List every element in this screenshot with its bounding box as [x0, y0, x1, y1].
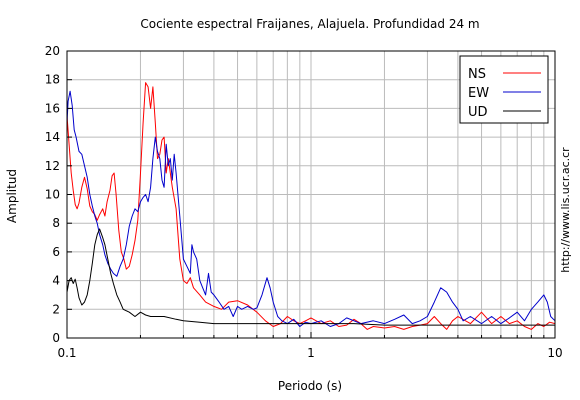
legend-label-ew: EW	[468, 86, 489, 101]
series-lines	[66, 82, 556, 330]
y-tick-label: 18	[45, 73, 60, 87]
y-tick-label: 16	[45, 101, 60, 115]
series-line-ud	[66, 228, 555, 326]
x-tick-label: 0.1	[57, 346, 76, 360]
y-tick-label: 0	[52, 331, 60, 345]
y-tick-label: 2	[52, 302, 60, 316]
y-tick-label: 4	[52, 274, 60, 288]
y-tick-label: 8	[52, 216, 60, 230]
y-tick-label: 20	[45, 44, 60, 58]
x-tick-label: 1	[307, 346, 315, 360]
y-tick-label: 10	[45, 188, 60, 202]
legend-label-ud: UD	[468, 105, 488, 120]
x-axis-label: Periodo (s)	[278, 379, 342, 393]
y-tick-label: 6	[52, 245, 60, 259]
legend-label-ns: NS	[468, 67, 486, 82]
legend-box	[459, 55, 549, 124]
website-url: http://www.lis.ucr.ac.cr	[559, 147, 572, 273]
x-tick-label: 10	[547, 346, 562, 360]
legend: NS EW UD	[459, 55, 549, 124]
y-axis-label: Amplitud	[5, 169, 19, 223]
series-line-ew	[66, 90, 556, 327]
y-tick-label: 14	[45, 130, 60, 144]
series-line-ns	[66, 82, 556, 330]
grid-lines	[67, 51, 555, 338]
axis-ticks: 0 2 4 6 8 10 12 14 16 18 20 0.1 1 10	[45, 44, 563, 360]
y-tick-label: 12	[45, 159, 60, 173]
chart-title: Cociente espectral Fraijanes, Alajuela. …	[140, 17, 479, 31]
